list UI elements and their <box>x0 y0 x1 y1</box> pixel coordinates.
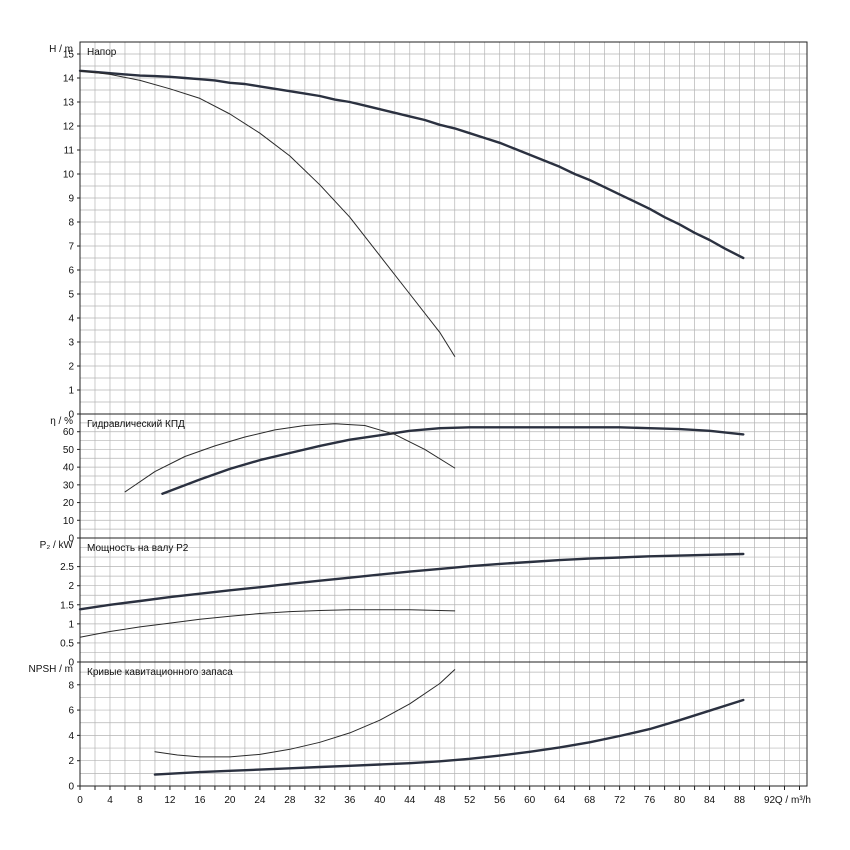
y-tick-label: 2.5 <box>60 562 74 573</box>
y-tick-label: 14 <box>63 74 75 85</box>
panel-frame <box>79 537 808 663</box>
y-tick-label: 4 <box>68 314 74 325</box>
curve-npsh-main <box>153 698 745 776</box>
curve-npsh-secondary <box>154 669 456 758</box>
y-tick-label: 0.5 <box>60 638 74 649</box>
y-tick-label: 20 <box>63 498 75 509</box>
x-tick-label: 72 <box>614 795 626 806</box>
curve-efficiency-main <box>161 426 745 495</box>
x-tick-label: 52 <box>464 795 476 806</box>
y-tick-label: 2 <box>68 581 74 592</box>
y-axis-label: η / % <box>50 416 73 427</box>
x-tick-label: 76 <box>644 795 656 806</box>
y-tick-label: 60 <box>63 427 75 438</box>
panel-title: Кривые кавитационного запаса <box>87 667 233 678</box>
x-tick-label: 40 <box>374 795 386 806</box>
y-tick-label: 4 <box>68 731 74 742</box>
curve-power-main <box>78 552 745 611</box>
curve-efficiency-secondary <box>124 423 456 493</box>
x-tick-label: 80 <box>674 795 686 806</box>
y-tick-label: 12 <box>63 122 75 133</box>
panel-efficiency: 0 10 20 30 40 50 60η / % Гидравлический КПД <box>50 413 808 545</box>
y-tick-label: 8 <box>68 680 74 691</box>
y-tick-label: 6 <box>68 266 74 277</box>
y-tick-label: 15 <box>63 50 75 61</box>
y-tick-label: 40 <box>63 463 75 474</box>
y-tick-label: 10 <box>63 516 75 527</box>
panel-title: Гидравлический КПД <box>87 419 185 430</box>
y-tick-label: 3 <box>68 338 74 349</box>
x-tick-label: 32 <box>314 795 326 806</box>
panel-frame <box>79 41 808 415</box>
y-tick-label: 10 <box>63 170 75 181</box>
y-tick-label: 7 <box>68 242 74 253</box>
x-tick-label: 24 <box>254 795 266 806</box>
y-tick-label: 50 <box>63 445 75 456</box>
y-tick-label: 8 <box>68 218 74 229</box>
x-tick-label: 56 <box>494 795 506 806</box>
x-axis-label: Q / m³/h <box>775 795 811 806</box>
x-tick-label: 12 <box>164 795 176 806</box>
x-tick-label: 0 <box>77 795 83 806</box>
x-tick-label: 20 <box>224 795 236 806</box>
x-tick-label: 36 <box>344 795 356 806</box>
y-tick-label: 1.5 <box>60 600 74 611</box>
panel-frame <box>79 661 808 787</box>
y-tick-label: 0 <box>68 534 74 545</box>
x-tick-label: 84 <box>704 795 716 806</box>
y-tick-label: 0 <box>68 782 74 793</box>
x-tick-label: 68 <box>584 795 596 806</box>
y-tick-label: 2 <box>68 756 74 767</box>
y-tick-label: 1 <box>68 386 74 397</box>
x-tick-label: 48 <box>434 795 446 806</box>
x-tick-label: 16 <box>194 795 206 806</box>
x-tick-label: 44 <box>404 795 416 806</box>
y-tick-label: 0 <box>68 410 74 421</box>
panel-npsh: 0 2 4 6 8 NPSH / m Кривые кавитационного запас… <box>29 661 808 793</box>
y-tick-label: 6 <box>68 706 74 717</box>
panel-power: 0 0.5 1 1.5 2 2.5 P₂ / kW Мощность на валу P2 <box>40 537 808 669</box>
y-tick-label: 9 <box>68 194 74 205</box>
panel-title: Напор <box>87 47 117 58</box>
y-axis-label: P₂ / kW <box>40 540 74 551</box>
x-tick-label: 88 <box>734 795 746 806</box>
x-tick-label: 60 <box>524 795 536 806</box>
x-tick-label: 92 <box>764 795 776 806</box>
y-axis-label: H / m <box>49 44 73 55</box>
y-tick-label: 30 <box>63 480 75 491</box>
y-tick-label: 13 <box>63 98 75 109</box>
curve-power-secondary <box>79 609 456 638</box>
y-tick-label: 2 <box>68 362 74 373</box>
y-tick-label: 0 <box>68 658 74 669</box>
panel-title: Мощность на валу P2 <box>87 543 189 554</box>
x-axis: 0 4 8 12 16 20 24 28 32 36 40 44 48 52 56 60 64 68 72 76 80 8… <box>77 786 811 806</box>
y-tick-label: 11 <box>64 146 75 157</box>
x-tick-label: 28 <box>284 795 296 806</box>
x-tick-label: 4 <box>107 795 113 806</box>
curve-head-main <box>78 69 745 260</box>
x-tick-label: 8 <box>137 795 143 806</box>
y-tick-label: 1 <box>68 619 74 630</box>
y-tick-label: 5 <box>68 290 74 301</box>
curve-head-secondary <box>79 70 456 357</box>
y-axis-label: NPSH / m <box>29 664 73 675</box>
x-tick-label: 64 <box>554 795 566 806</box>
